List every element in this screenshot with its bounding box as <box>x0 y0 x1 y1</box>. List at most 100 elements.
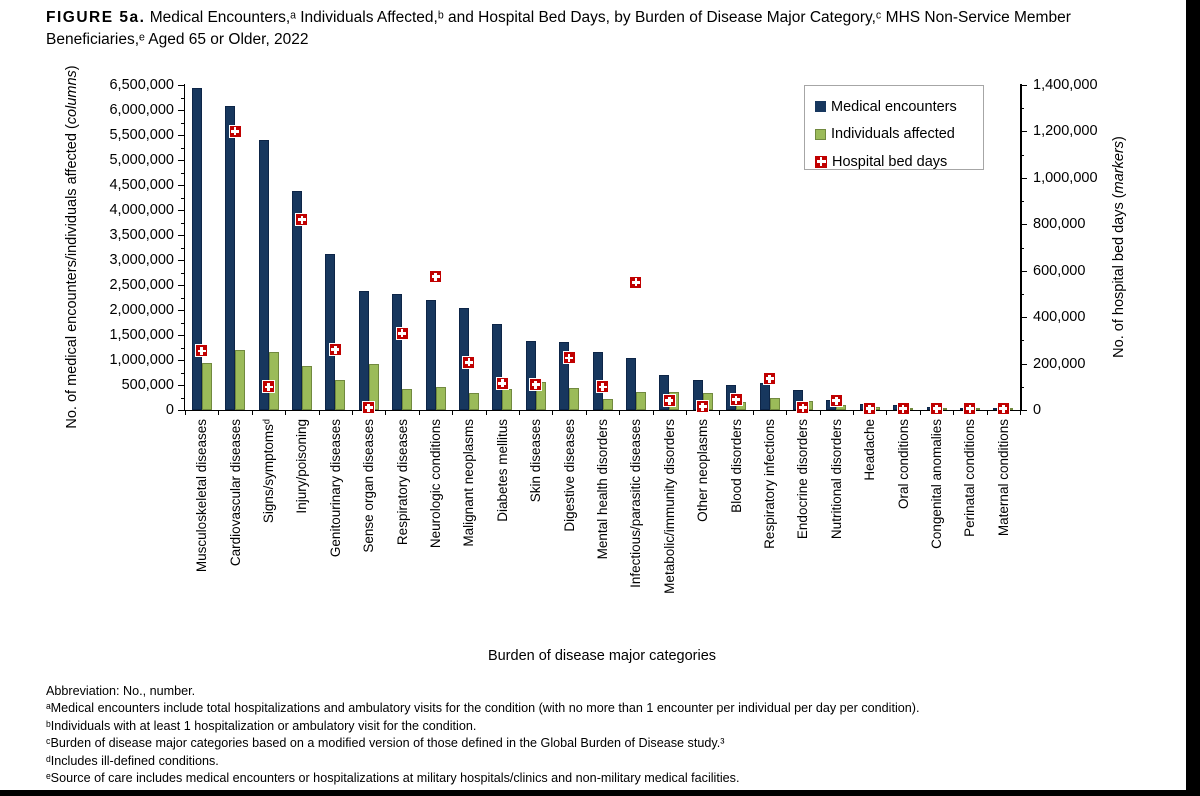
x-axis-tick <box>185 410 186 415</box>
left-axis-tick-label: 4,500,000 <box>109 177 174 193</box>
x-axis-tick <box>853 410 854 415</box>
right-axis-tick-label: 800,000 <box>1033 216 1086 233</box>
left-axis-tick <box>178 285 184 286</box>
left-axis-tick-label: 2,000,000 <box>109 302 174 318</box>
marker-hospital-bed-days <box>429 270 442 283</box>
left-axis-tick <box>181 247 184 249</box>
x-category-label: Sense organ diseases <box>361 419 377 553</box>
left-axis-tick <box>181 147 184 149</box>
left-axis-tick <box>178 85 184 86</box>
x-category-label: Headache <box>862 419 878 481</box>
right-axis-tick-label: 1,000,000 <box>1033 169 1098 186</box>
bar-medical-encounters <box>225 106 236 410</box>
x-axis-tick <box>619 410 621 415</box>
marker-hospital-bed-days <box>863 402 877 416</box>
x-category-label: Malignant neoplasms <box>461 419 477 547</box>
marker-hospital-bed-days <box>829 394 843 408</box>
x-category-label: Perinatal conditions <box>962 419 978 537</box>
left-axis-tick <box>178 235 184 236</box>
x-category-label: Musculoskeletal diseases <box>194 419 210 573</box>
left-axis-tick <box>181 172 184 174</box>
footnote-line: ᶜBurden of disease major categories base… <box>46 736 725 751</box>
legend-label: Hospital bed days <box>832 153 948 170</box>
x-category-label: Metabolic/immunity disorders <box>661 419 677 594</box>
bar-medical-encounters <box>258 140 269 410</box>
bar-individuals-affected <box>301 366 312 410</box>
left-axis-tick-label: 0 <box>165 402 174 418</box>
left-axis-tick <box>178 310 184 311</box>
marker-hospital-bed-days <box>295 213 309 227</box>
right-axis-tick-label: 200,000 <box>1033 355 1086 372</box>
bar-individuals-affected <box>335 380 346 410</box>
right-axis-tick <box>1021 108 1024 110</box>
left-axis-tick <box>181 97 184 99</box>
legend-label: Medical encounters <box>831 98 957 115</box>
left-axis-tick <box>178 410 184 411</box>
marker-hospital-bed-days <box>729 393 743 407</box>
marker-hospital-bed-days <box>228 124 242 138</box>
right-axis-line <box>1020 84 1022 411</box>
figure-title-text: Medical Encounters,ᵃ Individuals Affecte… <box>46 9 1071 48</box>
bar-medical-encounters <box>525 340 536 410</box>
left-axis-tick-label: 3,000,000 <box>109 252 174 268</box>
x-category-label: Respiratory diseases <box>394 419 410 546</box>
right-axis-tick <box>1021 293 1024 295</box>
x-axis-tick <box>352 410 353 415</box>
marker-hospital-bed-days <box>963 402 977 416</box>
x-axis-tick <box>452 410 454 415</box>
bar-individuals-affected <box>635 391 646 410</box>
left-axis-tick <box>181 272 184 274</box>
footnote-line: ᵉSource of care includes medical encount… <box>46 771 740 786</box>
marker-hospital-bed-days <box>930 402 943 416</box>
right-axis-tick-label: 1,200,000 <box>1033 123 1098 140</box>
left-axis-tick <box>178 210 184 211</box>
left-axis-tick-label: 1,500,000 <box>109 327 174 343</box>
x-category-label: Diabetes mellitus <box>494 419 510 522</box>
bar-medical-encounters <box>659 375 670 410</box>
x-axis-tick <box>418 410 420 415</box>
footnotes: Abbreviation: No., number. ᵃMedical enco… <box>46 683 1171 787</box>
x-axis-tick <box>285 410 287 415</box>
bar-medical-encounters <box>191 87 202 410</box>
right-axis-tick <box>1021 85 1027 86</box>
left-axis-tick-label: 5,500,000 <box>109 127 174 143</box>
x-axis-tick <box>552 410 554 415</box>
x-axis-line <box>183 409 1022 411</box>
left-axis-tick-label: 4,000,000 <box>109 202 174 218</box>
x-category-label: Digestive diseases <box>561 419 577 532</box>
right-axis-tick <box>1021 386 1024 388</box>
figure-label: FIGURE 5a. <box>46 9 146 26</box>
bar-medical-encounters <box>392 293 403 410</box>
marker-hospital-bed-days <box>562 351 576 365</box>
x-axis-tick <box>686 410 687 415</box>
x-category-label: Oral conditions <box>895 419 911 510</box>
screenshot-black-edge-bottom <box>0 790 1200 796</box>
left-axis-tick <box>181 322 184 324</box>
right-axis-tick <box>1021 317 1027 319</box>
x-category-label: Respiratory infections <box>762 419 777 549</box>
bar-medical-encounters <box>425 300 436 410</box>
right-axis-tick <box>1021 154 1024 156</box>
left-axis-tick <box>178 135 184 136</box>
x-axis-tick <box>752 410 754 415</box>
x-axis-tick <box>585 410 587 415</box>
marker-hospital-bed-days <box>596 380 609 394</box>
bar-individuals-affected <box>402 389 413 410</box>
left-axis-tick-label: 6,500,000 <box>109 77 174 93</box>
footnote-line: ᵇIndividuals with at least 1 hospitaliza… <box>46 718 477 733</box>
x-category-label: Blood disorders <box>728 419 744 513</box>
left-axis-tick-label: 2,500,000 <box>109 277 174 293</box>
x-axis-tick <box>719 410 721 415</box>
bar-individuals-affected <box>769 397 780 410</box>
left-axis-tick <box>181 372 184 374</box>
marker-hospital-bed-days <box>662 394 676 408</box>
x-category-label: Other neoplasms <box>695 419 711 522</box>
x-axis-tick <box>819 410 821 415</box>
x-axis-tick <box>485 410 487 415</box>
bar-individuals-affected <box>502 389 513 410</box>
left-axis-tick <box>178 335 184 336</box>
marker-hospital-bed-days <box>395 326 409 340</box>
medical-encounters-swatch-icon <box>815 101 826 113</box>
left-axis-tick <box>178 110 184 111</box>
legend-item-individuals-affected: Individuals affected <box>815 121 983 149</box>
